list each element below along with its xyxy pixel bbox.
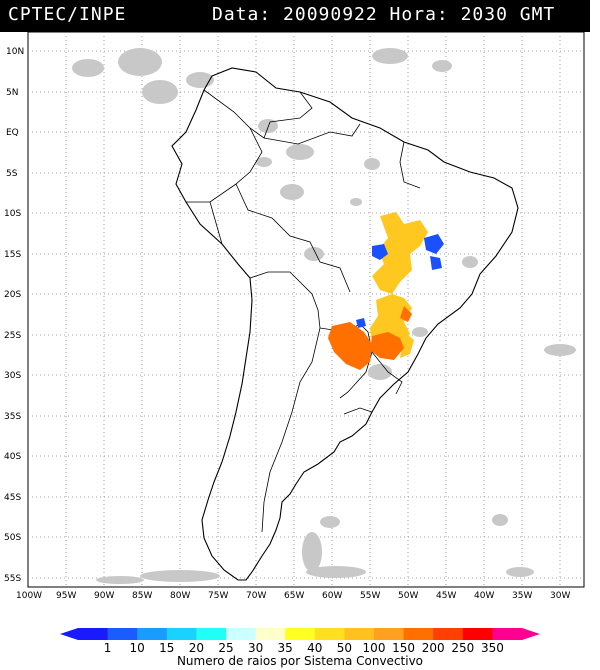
lat-label: 5N: [6, 88, 18, 98]
lat-label: 25S: [4, 331, 21, 341]
colorbar-swatch: [433, 628, 464, 640]
lon-label: 100W: [16, 591, 42, 601]
colorbar-swatch: [196, 628, 227, 640]
colorbar-swatch: [255, 628, 286, 640]
colorbar-ticks: 1 10 15 20 25 30 35 40 50 100 150 200 250 350: [104, 641, 504, 654]
lon-label: 65W: [284, 591, 304, 601]
colorbar: 1 10 15 20 25 30 35 40 50 100 150 200 250 350: [60, 628, 540, 654]
lat-label: 45S: [4, 493, 21, 503]
lat-label: 15S: [4, 250, 21, 260]
map-header: CPTEC/INPE Data: 20090922 Hora: 2030 GMT: [0, 0, 590, 32]
colorbar-tick-label: 15: [159, 641, 174, 654]
lon-label: 75W: [208, 591, 228, 601]
lon-label: 70W: [246, 591, 266, 601]
lat-label: 30S: [4, 371, 21, 381]
lightning-map: 10N 5N EQ 5S 10S 15S 20S 25S 30S 35S 40S…: [4, 32, 585, 601]
lon-label: 85W: [132, 591, 152, 601]
lon-label: 95W: [56, 591, 76, 601]
map-frame: [27, 32, 585, 588]
lon-label: 40W: [474, 591, 494, 601]
lon-label: 90W: [94, 591, 114, 601]
lon-label: 45W: [436, 591, 456, 601]
colorbar-tick-label: 1: [104, 641, 112, 654]
lat-label: 35S: [4, 412, 21, 422]
lon-label: 80W: [170, 591, 190, 601]
lightning-cells-blue: [356, 234, 444, 328]
lon-label: 35W: [512, 591, 532, 601]
colorbar-swatch: [374, 628, 405, 640]
colorbar-swatch: [285, 628, 316, 640]
colorbar-tick-label: 30: [248, 641, 263, 654]
country-borders: [186, 89, 421, 533]
cloud-cover: [72, 48, 576, 584]
colorbar-tick-label: 200: [422, 641, 445, 654]
lat-label: EQ: [6, 128, 19, 138]
lat-label: 10S: [4, 209, 21, 219]
colorbar-left-arrow: [60, 628, 78, 640]
colorbar-swatch: [166, 628, 197, 640]
colorbar-swatch: [137, 628, 168, 640]
colorbar-tick-label: 25: [218, 641, 233, 654]
lat-label: 40S: [4, 452, 21, 462]
colorbar-right-arrow: [522, 628, 540, 640]
longitude-labels: 100W 95W 90W 85W 80W 75W 70W 65W 60W 55W…: [16, 591, 570, 601]
colorbar-tick-label: 350: [481, 641, 504, 654]
colorbar-swatch: [226, 628, 257, 640]
colorbar-swatch: [403, 628, 434, 640]
lat-label: 5S: [6, 169, 18, 179]
colorbar-tick-label: 100: [363, 641, 386, 654]
colorbar-caption: Numero de raios por Sistema Convectivo: [176, 654, 424, 668]
colorbar-tick-label: 20: [189, 641, 204, 654]
colorbar-swatch: [492, 628, 523, 640]
lat-label: 55S: [4, 574, 21, 584]
lon-label: 55W: [360, 591, 380, 601]
colorbar-tick-label: 50: [337, 641, 352, 654]
lightning-cells-orange: [328, 306, 412, 370]
colorbar-tick-label: 10: [130, 641, 145, 654]
colorbar-tick-label: 150: [392, 641, 415, 654]
colorbar-swatch: [344, 628, 375, 640]
south-america-coastline: [171, 67, 519, 581]
colorbar-swatches: [60, 628, 540, 640]
lat-label: 50S: [4, 533, 21, 543]
lon-label: 50W: [398, 591, 418, 601]
lon-label: 60W: [322, 591, 342, 601]
colorbar-swatch: [78, 628, 109, 640]
datetime-label: Data: 20090922 Hora: 2030 GMT: [212, 4, 556, 25]
colorbar-tick-label: 40: [307, 641, 322, 654]
lon-label: 30W: [550, 591, 570, 601]
colorbar-swatch: [314, 628, 345, 640]
source-label: CPTEC/INPE: [8, 4, 127, 25]
latitude-labels: 10N 5N EQ 5S 10S 15S 20S 25S 30S 35S 40S…: [4, 47, 24, 584]
lat-label: 20S: [4, 290, 21, 300]
lat-label: 10N: [6, 47, 24, 57]
colorbar-swatch: [107, 628, 138, 640]
colorbar-tick-label: 35: [278, 641, 293, 654]
colorbar-tick-label: 250: [451, 641, 474, 654]
colorbar-swatch: [462, 628, 493, 640]
